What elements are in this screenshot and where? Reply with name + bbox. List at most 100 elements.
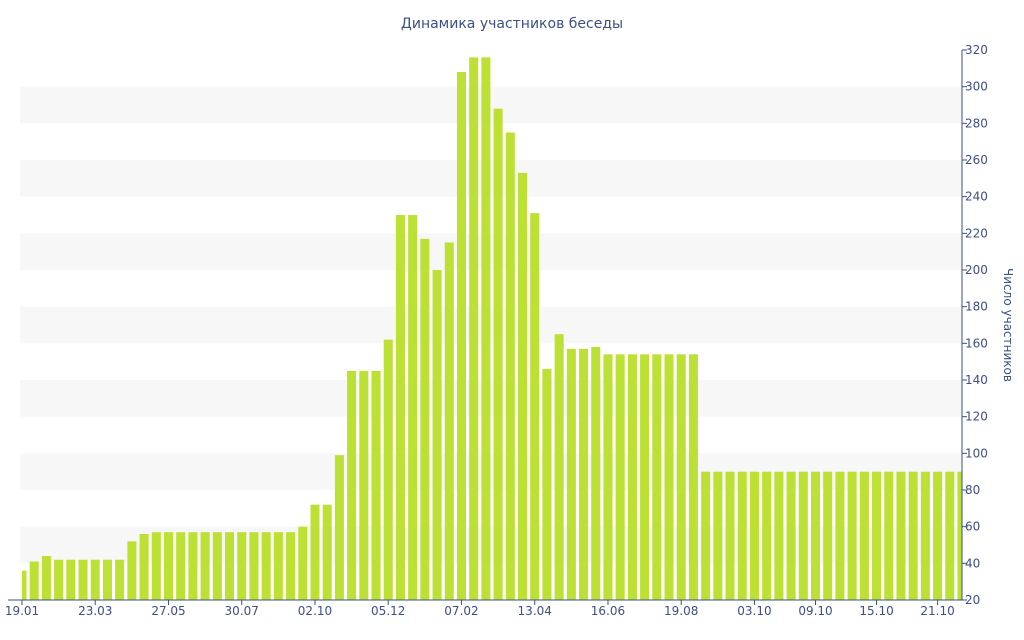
- bar: [701, 471, 711, 600]
- bar: [505, 132, 515, 600]
- bar: [762, 471, 772, 600]
- bar: [847, 471, 857, 600]
- bar: [237, 532, 247, 600]
- y-tick-label: 100: [965, 446, 988, 460]
- y-tick-label: 120: [965, 410, 988, 424]
- x-tick-label: 19.08: [664, 604, 698, 618]
- x-tick-label: 15.10: [859, 604, 893, 618]
- bar: [872, 471, 882, 600]
- bar: [395, 215, 405, 600]
- x-tick-label: 19.01: [5, 604, 39, 618]
- bar: [212, 532, 222, 600]
- bar: [859, 471, 869, 600]
- bar: [933, 471, 943, 600]
- bar: [810, 471, 821, 600]
- bar: [359, 370, 369, 600]
- bar: [566, 348, 576, 600]
- x-tick-label: 03.10: [737, 604, 771, 618]
- bar: [456, 72, 466, 600]
- y-tick-label: 260: [965, 153, 988, 167]
- bar: [493, 108, 503, 601]
- bar: [420, 238, 430, 601]
- x-tick-label: 16.06: [591, 604, 625, 618]
- bar: [310, 504, 320, 600]
- bar: [151, 532, 161, 600]
- y-tick-label: 160: [965, 336, 988, 350]
- y-tick-label: 200: [965, 263, 988, 277]
- bar: [432, 270, 442, 600]
- bar: [579, 348, 589, 600]
- bar: [444, 242, 454, 600]
- bar: [225, 532, 235, 600]
- bar: [908, 471, 918, 600]
- bar: [200, 532, 210, 600]
- bar: [591, 347, 601, 600]
- bar: [774, 471, 784, 600]
- bar: [249, 532, 259, 600]
- bar: [78, 559, 88, 600]
- bar: [640, 354, 650, 600]
- bar: [115, 559, 125, 600]
- bar: [688, 354, 698, 600]
- y-tick-label: 40: [965, 556, 980, 570]
- bar: [737, 471, 747, 600]
- bar: [603, 354, 613, 600]
- x-tick-label: 27.05: [151, 604, 185, 618]
- grid-band: [20, 380, 962, 417]
- x-tick-label: 30.07: [225, 604, 259, 618]
- bar: [188, 532, 198, 600]
- bar: [823, 471, 833, 600]
- bar: [29, 561, 39, 600]
- x-tick-label: 05.12: [371, 604, 405, 618]
- bar: [41, 556, 51, 600]
- y-axis-ticks: 20 40 60 80 100 120 140 160 180 200 220 240 260 280 30…: [962, 43, 988, 607]
- grid-band: [20, 306, 962, 344]
- bar: [798, 471, 808, 600]
- bars-group: [22, 57, 962, 601]
- bar: [163, 532, 174, 600]
- bar: [408, 215, 418, 600]
- bar: [127, 541, 137, 600]
- grid-band: [20, 526, 962, 564]
- bar: [530, 213, 540, 600]
- y-tick-label: 180: [965, 300, 988, 314]
- bar: [713, 471, 723, 600]
- x-tick-label: 09.10: [798, 604, 832, 618]
- grid-bands: [20, 86, 962, 564]
- bar: [139, 534, 149, 600]
- x-tick-label: 13.04: [518, 604, 552, 618]
- bar: [749, 471, 759, 600]
- y-tick-label: 140: [965, 373, 988, 387]
- y-tick-label: 80: [965, 483, 980, 497]
- bar: [22, 570, 27, 600]
- y-tick-label: 300: [965, 80, 988, 94]
- bar: [66, 559, 76, 600]
- bar: [615, 354, 625, 600]
- y-tick-label: 220: [965, 226, 988, 240]
- grid-band: [20, 160, 962, 197]
- y-axis-label: Число участников: [1001, 268, 1015, 382]
- bar: [322, 504, 332, 600]
- bar: [835, 471, 845, 600]
- y-tick-label: 280: [965, 116, 988, 130]
- bar: [652, 354, 662, 600]
- bar: [334, 455, 344, 600]
- bar: [896, 471, 906, 600]
- bar: [90, 559, 100, 600]
- bar: [347, 370, 357, 600]
- bar: [725, 471, 735, 600]
- bar: [554, 334, 564, 600]
- y-tick-label: 20: [965, 593, 980, 607]
- x-axis-ticks: 19.01 23.03 27.05 30.07 02.10 05.12 07.02 13.04…: [5, 600, 955, 618]
- x-tick-label: 23.03: [78, 604, 112, 618]
- bar: [54, 559, 64, 600]
- x-tick-label: 02.10: [298, 604, 332, 618]
- bar: [518, 172, 528, 601]
- grid-band: [20, 233, 962, 270]
- bar: [627, 354, 637, 600]
- bar: [273, 532, 283, 600]
- y-tick-label: 60: [965, 520, 980, 534]
- bar: [481, 57, 491, 601]
- bar: [469, 57, 479, 601]
